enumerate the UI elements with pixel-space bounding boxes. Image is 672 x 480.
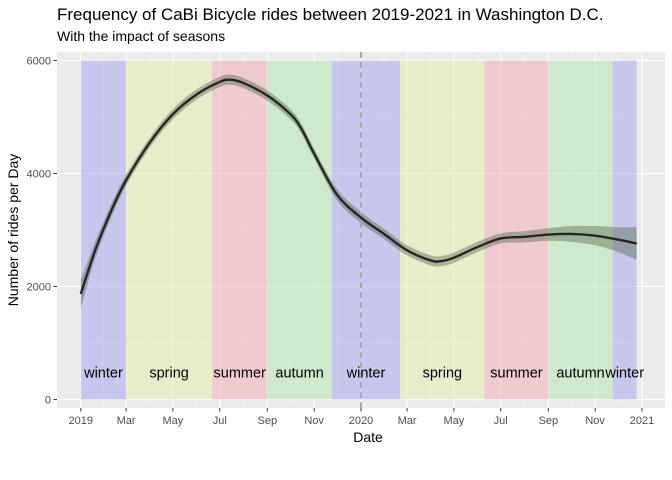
season-labels: winter spring summer autumn winter spring summ…	[83, 365, 644, 381]
chart-subtitle: With the impact of seasons	[57, 28, 226, 44]
x-tick-label: Sep	[539, 415, 559, 427]
x-tick-label: 2019	[69, 415, 93, 427]
season-label: summer	[214, 365, 267, 381]
season-band-autumn	[267, 60, 332, 400]
x-axis: 2019 Mar May Jul Sep Nov 2020 Mar May Jul Sep Nov 20…	[69, 408, 654, 427]
x-tick-label: Mar	[398, 415, 417, 427]
trend-line	[79, 78, 637, 295]
x-tick-label: 2020	[349, 415, 373, 427]
x-tick-label: May	[163, 415, 184, 427]
season-band-autumn	[548, 60, 613, 400]
season-band-summer	[484, 60, 549, 400]
y-tick-label: 2000	[27, 282, 51, 294]
season-label: spring	[423, 365, 463, 381]
season-band-winter	[612, 60, 637, 400]
season-label: winter	[83, 365, 123, 381]
x-tick-label: Nov	[304, 415, 324, 427]
x-tick-label: 2021	[630, 415, 654, 427]
chart-title: Frequency of CaBi Bicycle rides between …	[57, 5, 604, 24]
season-label: autumn	[275, 365, 323, 381]
y-axis: 0 2000 4000 6000	[27, 55, 57, 407]
x-tick-label: Sep	[258, 415, 278, 427]
x-tick-label: Jul	[494, 415, 508, 427]
season-label: autumn	[556, 365, 604, 381]
season-band-summer	[212, 60, 268, 400]
y-tick-label: 4000	[27, 168, 51, 180]
y-axis-title: Number of rides per Day	[5, 154, 21, 307]
y-tick-label: 0	[45, 395, 51, 407]
season-band-winter	[331, 60, 401, 400]
season-label: winter	[346, 365, 386, 381]
y-tick-label: 6000	[27, 55, 51, 67]
x-tick-label: May	[443, 415, 464, 427]
x-tick-label: Nov	[585, 415, 605, 427]
x-tick-label: Mar	[117, 415, 136, 427]
season-band-spring	[400, 60, 485, 400]
season-label: summer	[490, 365, 543, 381]
season-label: spring	[149, 365, 189, 381]
x-tick-label: Jul	[213, 415, 227, 427]
season-bands	[80, 60, 637, 400]
trend-line-layer	[79, 78, 637, 295]
x-axis-title: Date	[353, 429, 383, 445]
season-label: winter	[604, 365, 644, 381]
season-band-spring	[126, 60, 213, 400]
